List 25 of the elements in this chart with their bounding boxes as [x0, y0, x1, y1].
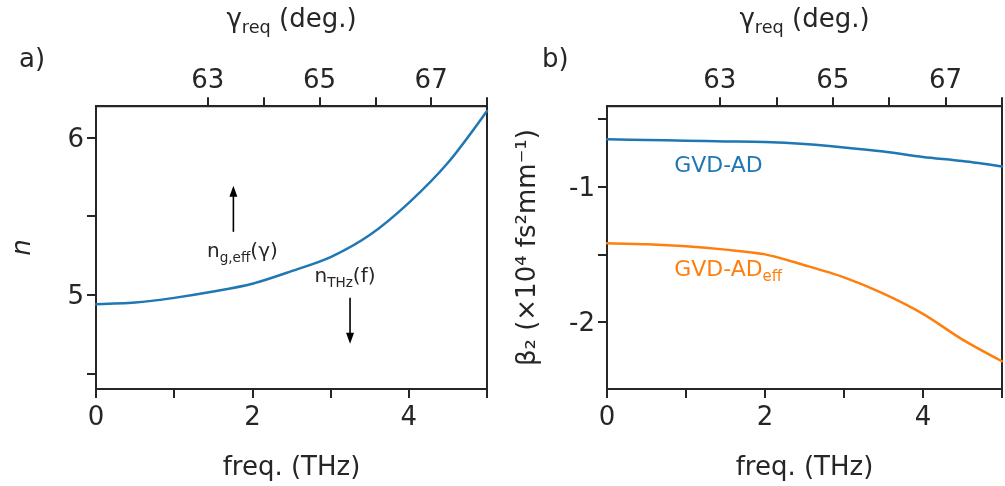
- chart-title: b): [542, 43, 569, 73]
- y-tick-label: 6: [67, 122, 84, 153]
- x-tick-label: 4: [914, 401, 932, 431]
- y-tick-label: -2: [569, 307, 595, 338]
- x2-tick-label: 67: [929, 64, 963, 95]
- x-tick-label: 0: [598, 401, 616, 431]
- x-axis-title: freq. (THz): [735, 451, 874, 481]
- y-tick-label: 5: [67, 279, 84, 310]
- x-tick-label: 2: [244, 401, 261, 431]
- line-series: [94, 109, 489, 306]
- x2-tick-label: 63: [191, 64, 225, 95]
- x2-tick-label: 65: [816, 64, 850, 95]
- x-tick-label: 0: [87, 401, 105, 431]
- x-tick-label: 4: [400, 401, 418, 431]
- line-series: [605, 241, 1004, 363]
- chart-title: a): [19, 43, 46, 73]
- x2-tick-label: 63: [703, 64, 737, 95]
- x-tick-label: 2: [756, 401, 774, 431]
- y-tick-label: -1: [569, 171, 595, 202]
- y-axis-title: β₂ (×10⁴ fs²mm⁻¹): [511, 129, 541, 367]
- series-label: GVD-AD: [674, 151, 763, 177]
- x2-tick-label: 67: [414, 64, 448, 95]
- x-axis-title: freq. (THz): [222, 451, 361, 481]
- x2-tick-label: 65: [302, 64, 336, 95]
- y-axis-title: n: [6, 239, 36, 256]
